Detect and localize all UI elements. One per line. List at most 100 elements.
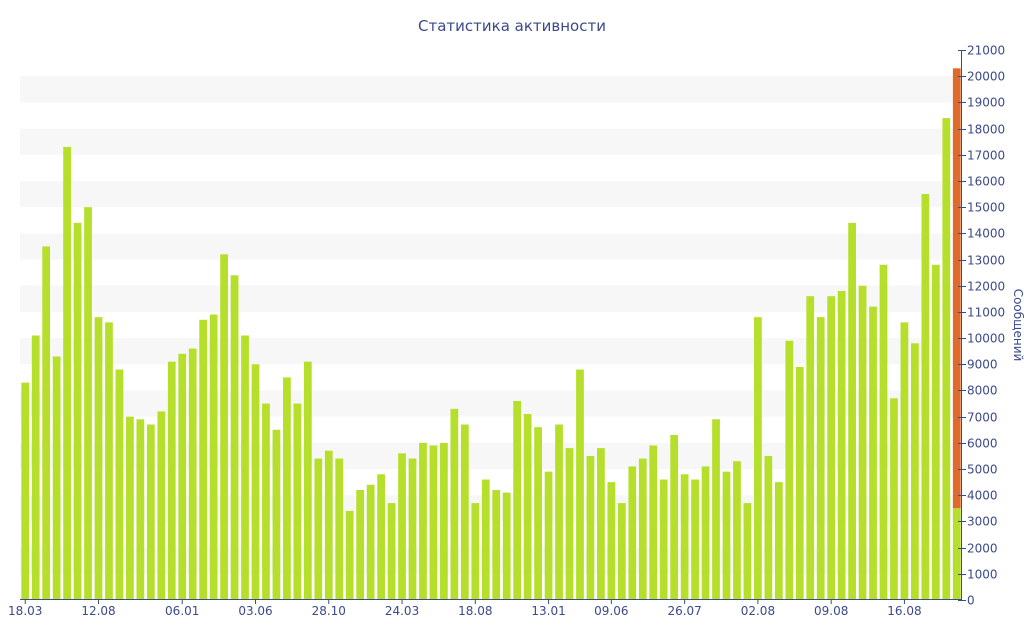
bar [167, 361, 176, 600]
y-axis-title: Сообщений [1011, 289, 1024, 362]
bar [942, 118, 951, 600]
y-tick-label: 17000 [967, 149, 1005, 163]
bar [743, 503, 752, 600]
bar [115, 369, 124, 600]
bar [42, 246, 51, 600]
x-tick-label: 12.08 [81, 604, 115, 618]
y-tick-label: 18000 [967, 123, 1005, 137]
y-tick-label: 8000 [967, 384, 998, 398]
bar [251, 364, 260, 600]
bar [52, 356, 61, 600]
y-tick-label: 0 [967, 594, 975, 608]
x-tick-label: 02.08 [741, 604, 775, 618]
bar [701, 466, 710, 600]
y-tick-label: 9000 [967, 358, 998, 372]
bar-highlight [952, 68, 961, 509]
bar [324, 450, 333, 600]
bar [262, 403, 270, 600]
grid-band [20, 233, 962, 260]
y-tick-label: 11000 [967, 306, 1005, 320]
bar [272, 429, 281, 600]
bars [21, 68, 961, 601]
bar [502, 492, 511, 600]
bar [471, 503, 480, 600]
bar [220, 254, 228, 601]
y-tick-label: 4000 [967, 489, 998, 503]
bar [795, 366, 804, 600]
bar [680, 474, 689, 600]
y-tick-label: 3000 [967, 515, 998, 529]
bar [492, 490, 501, 600]
y-tick-label: 1000 [967, 568, 998, 582]
grid-band [20, 285, 962, 312]
bar [31, 335, 40, 600]
y-tick-label: 2000 [967, 542, 998, 556]
grid-band [20, 76, 962, 103]
bar [408, 458, 417, 600]
grid-band [20, 390, 962, 417]
bar [931, 264, 940, 600]
bar [283, 377, 291, 600]
bar [450, 408, 459, 600]
y-tick-label: 21000 [967, 44, 1005, 58]
bar [754, 317, 762, 600]
x-tick-label: 09.08 [814, 604, 848, 618]
bar [952, 508, 961, 600]
bar [314, 458, 323, 600]
bar [366, 484, 375, 600]
y-tick-label: 13000 [967, 254, 1005, 268]
bar [345, 510, 354, 600]
x-tick-label: 28.10 [312, 604, 346, 618]
bar [837, 290, 846, 600]
bar [84, 207, 92, 600]
bar [63, 146, 71, 600]
chart-title: Статистика активности [418, 17, 606, 35]
bar [209, 314, 218, 600]
y-tick-label: 6000 [967, 437, 998, 451]
bar [733, 461, 741, 600]
grid-bands [20, 76, 962, 574]
bar [230, 275, 239, 600]
bar [178, 353, 187, 600]
bar [356, 490, 365, 600]
bar [21, 382, 30, 600]
bar [911, 343, 919, 600]
bar [649, 445, 658, 600]
bar [858, 285, 867, 600]
bar [460, 424, 469, 600]
bar [419, 442, 427, 600]
bar [293, 403, 302, 600]
bar [146, 424, 155, 600]
x-tick-label: 26.07 [667, 604, 701, 618]
grid-band [20, 128, 962, 155]
x-tick-label: 13.01 [531, 604, 565, 618]
bar [241, 335, 249, 600]
bar [670, 435, 679, 600]
bar [555, 424, 563, 600]
bar [387, 503, 396, 600]
x-tick-label: 06.01 [165, 604, 199, 618]
bar [126, 416, 134, 600]
x-axis-ticks: 18.03 12.08 06.01 03.06 28.10 24.03 18.08 13.01… [8, 600, 922, 618]
grid-band [20, 547, 962, 574]
bar [638, 458, 647, 600]
bar [659, 479, 668, 600]
bar [377, 474, 385, 600]
bar [73, 222, 82, 600]
bar [921, 194, 930, 601]
x-tick-label: 18.03 [8, 604, 42, 618]
grid-band [20, 495, 962, 522]
bar [722, 471, 731, 600]
bar [785, 340, 794, 600]
bar [576, 369, 584, 600]
bar [199, 319, 208, 600]
y-tick-label: 19000 [967, 96, 1005, 110]
bar [827, 296, 836, 600]
bar [628, 466, 637, 600]
y-tick-label: 10000 [967, 332, 1005, 346]
y-tick-label: 7000 [967, 411, 998, 425]
bar [691, 479, 699, 600]
bar [136, 419, 145, 600]
